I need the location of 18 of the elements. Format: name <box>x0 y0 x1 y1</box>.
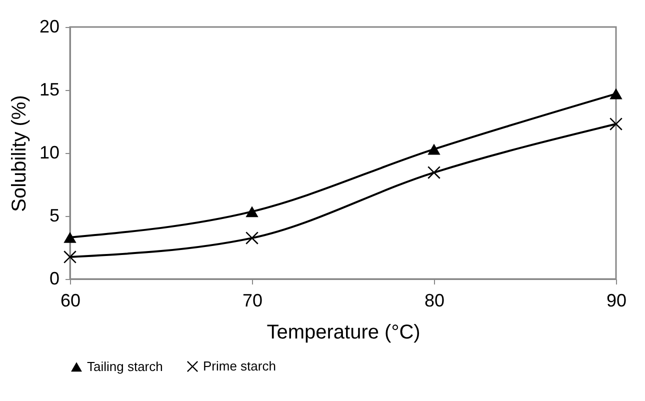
x-tick-label: 70 <box>242 290 263 310</box>
point <box>64 232 76 243</box>
point <box>246 206 258 218</box>
point <box>64 250 76 264</box>
point <box>610 88 622 100</box>
y-tick-label: 20 <box>39 16 60 36</box>
y-tick-label: 15 <box>39 80 60 100</box>
x-tick-label: 90 <box>606 290 627 310</box>
x-tick-label: 60 <box>60 290 81 310</box>
legend-label: Prime starch <box>203 358 276 374</box>
y-axis-title: Solubility (%) <box>8 95 30 212</box>
y-tick-label: 10 <box>39 142 60 162</box>
y-tick-label: 0 <box>49 268 60 288</box>
x-axis-title: Temperature (°C) <box>266 322 420 344</box>
legend-label: Tailing starch <box>87 358 163 374</box>
point <box>428 144 440 155</box>
y-tick-label: 5 <box>49 206 60 226</box>
x-tick-label: 80 <box>424 290 445 310</box>
